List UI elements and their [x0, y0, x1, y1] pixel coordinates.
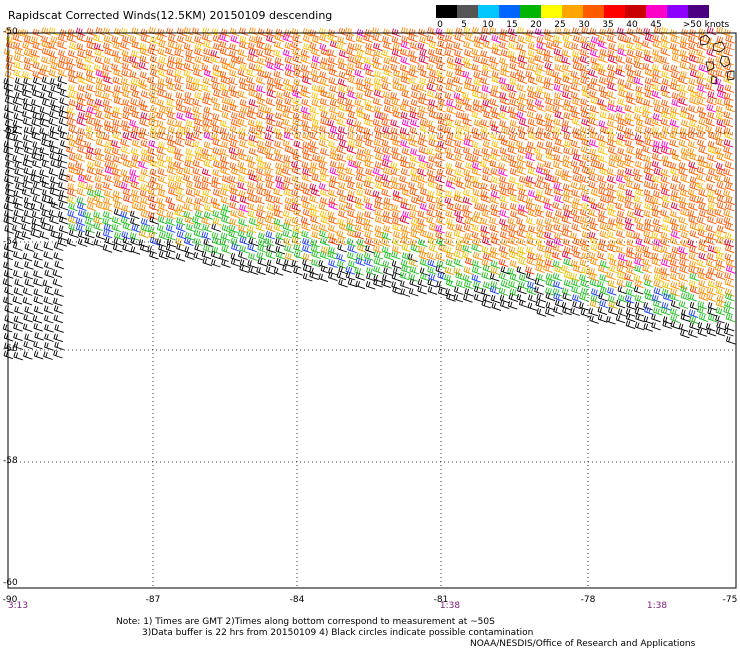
wind-barbs-layer [2, 26, 736, 361]
lat-label-58: -58 [3, 456, 18, 466]
legend-label: 0 [437, 20, 443, 30]
legend-label: 10 [482, 20, 494, 30]
time-label-last: 1:38 [646, 601, 668, 611]
legend-swatch [457, 5, 478, 18]
legend-swatch [541, 5, 562, 18]
legend-label: 30 [578, 20, 590, 30]
map-title: Rapidscat Corrected Winds(12.5KM) 201501… [8, 9, 333, 22]
island-outline [705, 61, 715, 72]
legend-label: 15 [506, 20, 518, 30]
time-label-first: 3:13 [7, 601, 29, 611]
map-frame [7, 32, 737, 589]
note-line-2: 3)Data buffer is 22 hrs from 20150109 4)… [142, 628, 534, 638]
legend-swatch [667, 5, 688, 18]
legend-swatch [499, 5, 520, 18]
lon-label-84: -84 [289, 595, 305, 605]
island-outline [699, 34, 711, 46]
lon-label-87: -87 [145, 595, 161, 605]
graticule [8, 33, 736, 588]
lon-label-90: -90 [2, 595, 18, 605]
note-line-1: Note: 1) Times are GMT 2)Times along bot… [116, 617, 495, 627]
legend-swatch [436, 5, 457, 18]
legend-swatch [604, 5, 625, 18]
lat-label-54: -54 [3, 237, 18, 247]
legend-label: 40 [626, 20, 638, 30]
island-outline [726, 70, 735, 81]
legend-swatch [646, 5, 667, 18]
island-outline [712, 41, 726, 53]
lat-label-52: -52 [3, 126, 18, 136]
legend-swatch [562, 5, 583, 18]
legend-label: 5 [461, 20, 467, 30]
legend-swatch [688, 5, 709, 18]
lon-label-75: -75 [722, 595, 738, 605]
lat-label-50: -50 [3, 27, 18, 37]
legend-swatch [478, 5, 499, 18]
legend-label: >50 knots [682, 20, 730, 30]
lon-label-78: -78 [580, 595, 596, 605]
legend-label: 20 [530, 20, 542, 30]
time-label-middle: 1:38 [439, 601, 461, 611]
legend-label: 45 [650, 20, 662, 30]
island-outline [710, 75, 718, 85]
island-outline [719, 55, 731, 68]
coastline-islands [699, 34, 735, 85]
lat-label-56: -56 [3, 344, 18, 354]
legend-label: 35 [602, 20, 614, 30]
legend-swatch [583, 5, 604, 18]
legend-label: 25 [554, 20, 566, 30]
credit-line: NOAA/NESDIS/Office of Research and Appli… [470, 639, 696, 649]
legend-swatch [625, 5, 646, 18]
lat-label-60: -60 [3, 578, 18, 588]
legend-swatch [520, 5, 541, 18]
lon-label-81: -81 [433, 595, 449, 605]
